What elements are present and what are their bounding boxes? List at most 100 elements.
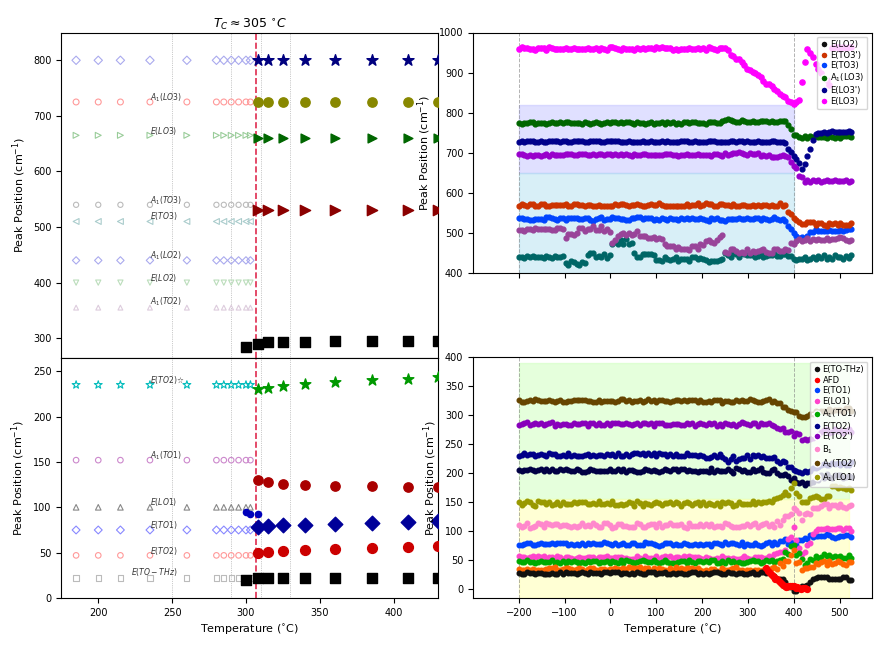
Point	[589, 539, 603, 549]
Point	[613, 149, 627, 159]
Point	[748, 518, 762, 528]
Point	[619, 521, 633, 531]
Point	[803, 409, 817, 419]
Point	[537, 150, 551, 161]
Point	[731, 497, 745, 507]
Point	[817, 126, 831, 136]
Point	[512, 556, 526, 567]
Point	[518, 569, 532, 579]
Point	[564, 568, 578, 578]
Point	[611, 500, 625, 510]
Point	[646, 567, 661, 577]
Point	[216, 455, 230, 465]
Point	[639, 450, 653, 460]
Point	[239, 380, 253, 390]
Point	[820, 529, 834, 539]
Point	[646, 421, 661, 431]
Point	[514, 252, 528, 262]
Point	[523, 224, 537, 234]
Point	[591, 538, 605, 549]
Point	[663, 449, 677, 460]
Point	[833, 551, 847, 561]
Point	[702, 498, 716, 508]
Point	[542, 118, 556, 128]
Point	[663, 568, 677, 578]
Point	[767, 248, 781, 259]
Point	[677, 551, 691, 562]
Point	[583, 557, 597, 567]
Point	[531, 518, 545, 528]
Point	[731, 200, 745, 211]
Point	[627, 419, 641, 429]
Point	[696, 569, 710, 579]
Point	[738, 558, 752, 568]
Point	[765, 396, 779, 407]
Point	[328, 336, 342, 346]
Point	[757, 150, 771, 160]
Point	[564, 229, 578, 239]
Point	[619, 564, 633, 574]
Point	[833, 523, 847, 533]
Point	[627, 563, 641, 573]
Point	[625, 465, 639, 476]
Point	[540, 201, 554, 211]
Point	[533, 43, 548, 53]
Point	[798, 434, 812, 444]
Point	[721, 419, 735, 430]
Point	[792, 95, 806, 105]
Point	[820, 469, 834, 480]
Point	[646, 498, 661, 508]
Point	[809, 254, 823, 265]
Point	[716, 521, 730, 532]
Point	[244, 97, 258, 107]
Point	[518, 396, 532, 407]
Point	[600, 213, 614, 224]
Point	[569, 395, 583, 405]
Point	[597, 518, 611, 528]
Point	[751, 465, 765, 475]
Point	[820, 75, 834, 85]
Point	[820, 523, 834, 534]
Point	[567, 150, 581, 161]
Point	[731, 117, 745, 127]
Point	[738, 551, 752, 562]
Point	[688, 421, 702, 431]
Point	[567, 465, 581, 476]
Point	[581, 396, 595, 407]
Point	[680, 497, 694, 507]
Point	[520, 395, 534, 406]
Point	[729, 246, 743, 256]
Point	[239, 278, 253, 288]
Point	[668, 552, 682, 562]
Point	[724, 538, 738, 549]
Point	[677, 244, 691, 254]
Point	[707, 523, 721, 533]
Point	[548, 448, 562, 459]
Point	[594, 552, 608, 562]
Point	[625, 554, 639, 564]
Point	[216, 216, 230, 227]
Point	[712, 539, 726, 549]
Point	[825, 406, 839, 416]
Point	[699, 500, 713, 510]
Point	[779, 577, 793, 588]
Point	[743, 467, 757, 478]
Point	[753, 451, 767, 462]
Point	[787, 99, 801, 110]
Point	[837, 483, 851, 493]
Point	[685, 213, 699, 223]
Point	[837, 571, 851, 582]
Point	[548, 518, 562, 528]
Point	[209, 130, 223, 140]
Point	[751, 70, 765, 81]
Point	[765, 151, 779, 162]
Point	[773, 214, 787, 225]
Point	[613, 451, 627, 462]
Point	[844, 525, 858, 536]
Point	[817, 523, 831, 534]
Point	[649, 214, 663, 224]
Point	[559, 464, 573, 474]
Point	[844, 500, 858, 510]
Point	[668, 419, 682, 430]
Point	[784, 483, 798, 493]
